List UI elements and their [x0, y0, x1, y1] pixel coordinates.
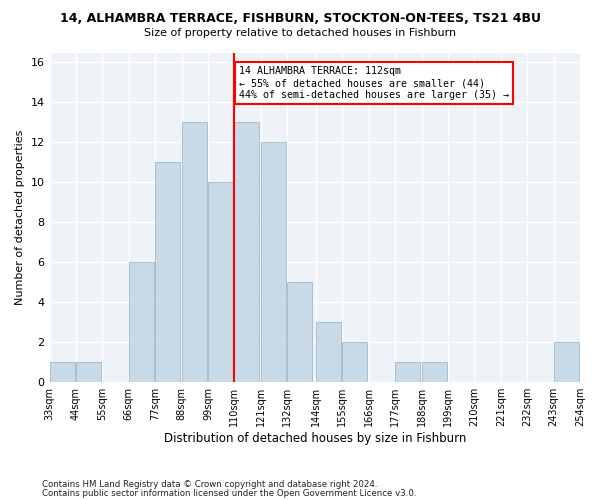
- Bar: [182, 122, 206, 382]
- Bar: [287, 282, 312, 382]
- Bar: [208, 182, 233, 382]
- Y-axis label: Number of detached properties: Number of detached properties: [15, 130, 25, 305]
- Text: Contains HM Land Registry data © Crown copyright and database right 2024.: Contains HM Land Registry data © Crown c…: [42, 480, 377, 489]
- X-axis label: Distribution of detached houses by size in Fishburn: Distribution of detached houses by size …: [164, 432, 466, 445]
- Bar: [554, 342, 578, 382]
- Bar: [422, 362, 446, 382]
- Bar: [395, 362, 420, 382]
- Bar: [343, 342, 367, 382]
- Bar: [261, 142, 286, 382]
- Bar: [129, 262, 154, 382]
- Bar: [316, 322, 341, 382]
- Text: 14, ALHAMBRA TERRACE, FISHBURN, STOCKTON-ON-TEES, TS21 4BU: 14, ALHAMBRA TERRACE, FISHBURN, STOCKTON…: [59, 12, 541, 26]
- Bar: [50, 362, 74, 382]
- Bar: [235, 122, 259, 382]
- Bar: [155, 162, 180, 382]
- Text: Size of property relative to detached houses in Fishburn: Size of property relative to detached ho…: [144, 28, 456, 38]
- Text: Contains public sector information licensed under the Open Government Licence v3: Contains public sector information licen…: [42, 488, 416, 498]
- Bar: [76, 362, 101, 382]
- Text: 14 ALHAMBRA TERRACE: 112sqm
← 55% of detached houses are smaller (44)
44% of sem: 14 ALHAMBRA TERRACE: 112sqm ← 55% of det…: [239, 66, 509, 100]
